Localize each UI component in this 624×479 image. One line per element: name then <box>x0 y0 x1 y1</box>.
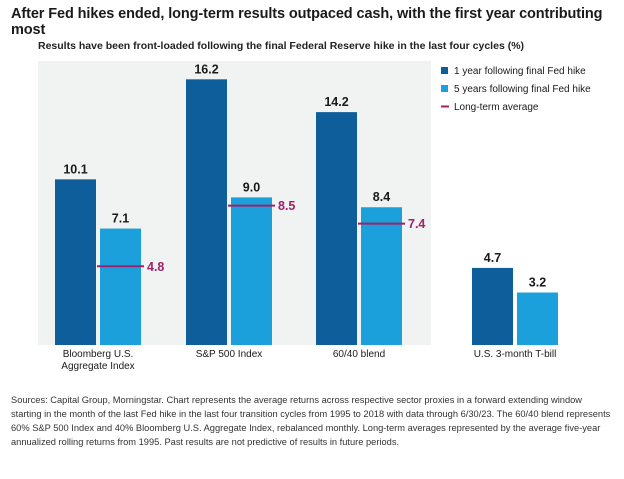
bar-value-label: 16.2 <box>194 62 218 76</box>
bar-value-label: 7.1 <box>112 212 129 226</box>
bar-five-year-3 <box>517 292 558 345</box>
bar-chart: 10.1 7.1 4.8 Bloomberg U.S.Aggregate Index 1… <box>38 61 591 372</box>
bar-one-year-3 <box>472 267 513 345</box>
bar-five-year-2 <box>361 207 402 345</box>
bar-value-label: 10.1 <box>63 162 87 176</box>
category-label: 60/40 blend <box>333 349 385 360</box>
bar-value-label: 14.2 <box>324 95 348 109</box>
bar-five-year-0 <box>100 228 141 345</box>
bar-value-label: 4.7 <box>484 251 501 265</box>
legend-swatch-one-year <box>441 67 448 74</box>
bar-one-year-0 <box>55 179 96 345</box>
bar-one-year-2 <box>316 112 357 346</box>
long-term-average-label: 7.4 <box>408 217 425 231</box>
sources-footnote: Sources: Capital Group, Morningstar. Cha… <box>11 395 611 447</box>
chart-subtitle: Results have been front-loaded following… <box>38 40 525 52</box>
category-label: Bloomberg U.S. <box>63 349 134 360</box>
category-label: U.S. 3-month T-bill <box>474 349 557 360</box>
bar-value-label: 8.4 <box>373 190 390 204</box>
long-term-average-label: 4.8 <box>147 260 164 274</box>
bar-five-year-1 <box>231 197 272 345</box>
legend-label: 5 years following final Fed hike <box>454 84 591 95</box>
category-label: Aggregate Index <box>61 361 134 372</box>
legend-label: 1 year following final Fed hike <box>454 66 586 77</box>
chart-headline: After Fed hikes ended, long-term results… <box>11 6 603 38</box>
bar-one-year-1 <box>186 79 227 345</box>
category-label: S&P 500 Index <box>196 349 263 360</box>
legend-label: Long-term average <box>454 102 539 113</box>
legend-swatch-five-year <box>441 85 448 92</box>
bar-value-label: 9.0 <box>243 180 260 194</box>
bar-value-label: 3.2 <box>529 276 546 290</box>
long-term-average-label: 8.5 <box>278 199 295 213</box>
